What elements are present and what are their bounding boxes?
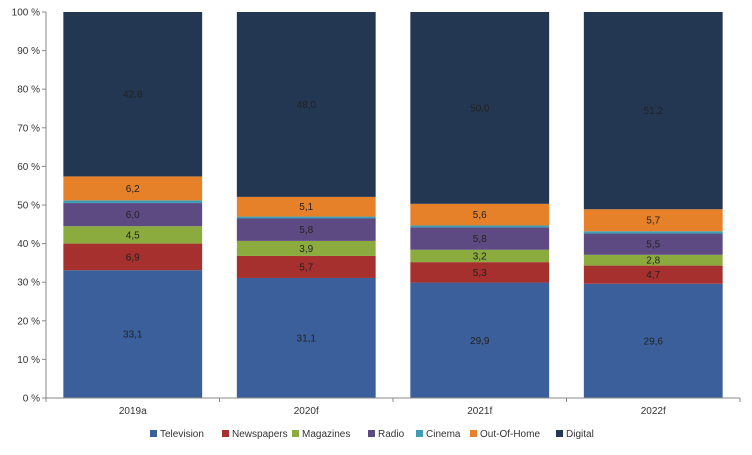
legend-label: Cinema [426, 429, 461, 440]
bar-segment-magazines [583, 254, 723, 266]
y-axis: 0 % 10 % 20 % 30 % 40 % 50 % 60 % 70 % 80 % 90 % 1… [12, 8, 47, 405]
y-tick-label: 0 % [23, 394, 40, 405]
x-axis: 2019a 2020f 2021f 2022f [45, 397, 741, 417]
data-label: 5,5 [646, 240, 660, 251]
bar-segment-cinema [583, 231, 723, 234]
data-label: 4,7 [646, 270, 660, 281]
data-label: 5,7 [646, 216, 660, 227]
x-tick-label: 2022f [641, 406, 666, 417]
bar-stack-2021f: 29,9 5,3 3,2 5,8 5,6 50,0 [410, 12, 550, 398]
data-label: 5,7 [299, 262, 313, 273]
legend-swatch [222, 430, 229, 437]
legend-item-digital: Digital [556, 429, 594, 440]
x-tick-label: 2021f [467, 406, 492, 417]
bar-segment-newspapers [63, 243, 203, 271]
y-tick-label: 30 % [17, 278, 40, 289]
bar-segment-out-of-home [583, 209, 723, 232]
bar-segment-television [583, 283, 723, 398]
legend: Television Newspapers Magazines Radio Cinema… [150, 429, 594, 440]
y-tick-label: 80 % [17, 85, 40, 96]
bar-segment-out-of-home [236, 196, 376, 217]
legend-swatch [368, 430, 375, 437]
legend-swatch [292, 430, 299, 437]
data-label: 5,8 [473, 234, 487, 245]
y-tick-label: 20 % [17, 316, 40, 327]
bar-segment-digital [583, 12, 723, 210]
data-label: 48,0 [297, 100, 317, 111]
data-label: 50,0 [470, 103, 490, 114]
y-tick-label: 100 % [12, 8, 40, 19]
data-label: 33,1 [123, 330, 143, 341]
legend-label: Newspapers [232, 429, 288, 440]
data-label: 5,1 [299, 202, 313, 213]
data-label: 42,8 [123, 90, 143, 101]
legend-swatch [470, 430, 477, 437]
bar-segment-radio [583, 233, 723, 255]
data-label: 5,3 [473, 268, 487, 279]
legend-label: Magazines [302, 429, 350, 440]
legend-item-cinema: Cinema [416, 429, 461, 440]
data-label: 6,9 [126, 252, 140, 263]
bar-segment-newspapers [410, 262, 550, 283]
y-tick-label: 50 % [17, 201, 40, 212]
bar-segment-newspapers [583, 265, 723, 284]
legend-label: Out-Of-Home [480, 429, 540, 440]
legend-label: Television [160, 429, 204, 440]
bar-segment-out-of-home [410, 203, 550, 226]
data-label: 2,8 [646, 256, 660, 267]
data-label: 5,8 [299, 225, 313, 236]
data-label: 6,0 [126, 210, 140, 221]
x-tick-label: 2019a [119, 406, 147, 417]
bar-segment-television [410, 282, 550, 398]
bar-segment-radio [410, 227, 550, 250]
bar-segment-digital [63, 12, 203, 177]
bar-segment-digital [410, 12, 550, 204]
bar-segment-digital [236, 12, 376, 197]
bars: 33,1 6,9 4,5 6,0 6,2 42,8 31,1 5,7 3,9 5,8 5,1 48,0… [63, 12, 723, 398]
legend-swatch [416, 430, 423, 437]
bar-segment-radio [236, 218, 376, 241]
data-label: 3,2 [473, 251, 487, 262]
bar-segment-magazines [236, 240, 376, 256]
bar-segment-television [63, 270, 203, 398]
legend-item-newspapers: Newspapers [222, 429, 288, 440]
y-tick-label: 90 % [17, 46, 40, 57]
bar-segment-television [236, 277, 376, 398]
y-tick-label: 70 % [17, 123, 40, 134]
bar-segment-magazines [63, 226, 203, 244]
bar-segment-magazines [410, 249, 550, 263]
legend-item-magazines: Magazines [292, 429, 350, 440]
data-label: 4,5 [126, 230, 140, 241]
bar-stack-2022f: 29,6 4,7 2,8 5,5 5,7 51,2 [583, 12, 723, 398]
legend-label: Radio [378, 429, 405, 440]
bar-segment-cinema [63, 200, 203, 204]
data-label: 3,9 [299, 244, 313, 255]
legend-item-television: Television [150, 429, 204, 440]
y-tick-label: 60 % [17, 162, 40, 173]
bar-segment-newspapers [236, 255, 376, 278]
data-label: 6,2 [126, 184, 140, 195]
legend-item-out-of-home: Out-Of-Home [470, 429, 540, 440]
legend-swatch [556, 430, 563, 437]
legend-swatch [150, 430, 157, 437]
x-tick-label: 2020f [294, 406, 319, 417]
data-label: 51,2 [644, 106, 664, 117]
legend-item-radio: Radio [368, 429, 405, 440]
bar-segment-radio [63, 203, 203, 227]
bar-segment-cinema [410, 225, 550, 228]
bar-stack-2020f: 31,1 5,7 3,9 5,8 5,1 48,0 [236, 12, 376, 398]
y-tick-label: 10 % [17, 355, 40, 366]
bar-stack-2019a: 33,1 6,9 4,5 6,0 6,2 42,8 [63, 12, 203, 398]
data-label: 29,9 [470, 336, 490, 347]
data-label: 29,6 [644, 336, 664, 347]
legend-label: Digital [566, 429, 594, 440]
y-tick-label: 40 % [17, 239, 40, 250]
data-label: 31,1 [297, 333, 317, 344]
bar-segment-out-of-home [63, 176, 203, 201]
data-label: 5,6 [473, 210, 487, 221]
bar-segment-cinema [236, 216, 376, 219]
